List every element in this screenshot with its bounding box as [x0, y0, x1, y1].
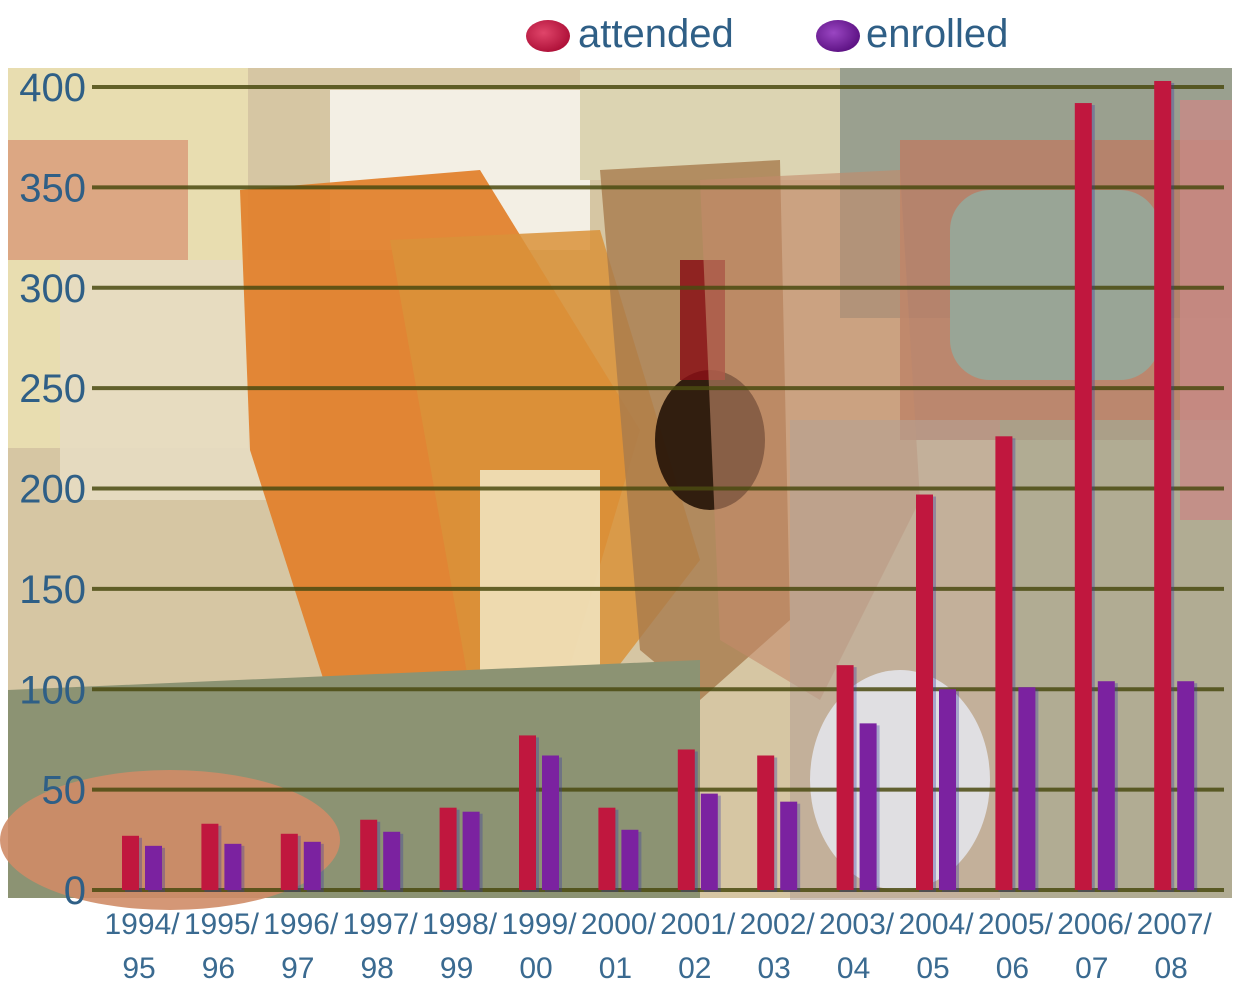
- y-tick-label: 100: [19, 668, 86, 712]
- bar-enrolled: [1097, 681, 1115, 890]
- legend-item-attended: attended: [526, 12, 734, 56]
- legend-item-enrolled: enrolled: [816, 12, 1008, 56]
- x-tick-label-line2: 95: [122, 952, 155, 985]
- x-tick-label-line1: 1998/: [422, 908, 498, 941]
- y-tick-label: 50: [42, 769, 87, 813]
- legend-swatch-enrolled: [816, 20, 860, 52]
- bar-enrolled: [303, 841, 321, 890]
- x-tick-label-line2: 06: [996, 952, 1029, 985]
- bar-attended: [201, 823, 219, 890]
- y-tick-label: 350: [19, 166, 86, 210]
- x-tick-label-line1: 2007/: [1137, 908, 1213, 941]
- bar-enrolled: [939, 689, 956, 890]
- legend: attended enrolled: [526, 12, 1008, 56]
- y-tick-label: 200: [19, 468, 86, 512]
- x-tick-label-line2: 05: [916, 952, 949, 985]
- y-axis-tick-labels: 0 50 100 150 200 250 300 350 400: [19, 66, 86, 913]
- bar-attended: [836, 665, 854, 890]
- x-tick-label-line1: 1997/: [343, 908, 419, 941]
- bar-attended: [677, 749, 695, 890]
- x-tick-label-line2: 99: [440, 952, 473, 985]
- bar-attended: [598, 807, 616, 890]
- x-tick-label-line1: 1999/: [501, 908, 577, 941]
- bar-enrolled: [145, 845, 162, 890]
- legend-swatch-attended: [526, 20, 570, 52]
- x-tick-label-line2: 01: [599, 952, 632, 985]
- bar-attended: [916, 494, 933, 890]
- bar-attended: [519, 735, 536, 890]
- y-tick-label: 250: [19, 367, 86, 411]
- y-tick-label: 300: [19, 267, 86, 311]
- x-tick-label-line2: 08: [1155, 952, 1188, 985]
- bar-attended: [995, 436, 1013, 890]
- x-tick-label-line2: 96: [202, 952, 235, 985]
- bar-enrolled: [621, 829, 639, 890]
- legend-label-attended: attended: [578, 12, 734, 56]
- x-tick-label-line1: 2001/: [660, 908, 736, 941]
- bar-attended: [360, 819, 378, 890]
- bar-enrolled: [462, 811, 480, 890]
- x-tick-label-line1: 2003/: [819, 908, 895, 941]
- bar-enrolled: [859, 723, 877, 890]
- x-tick-label-line1: 2006/: [1057, 908, 1133, 941]
- bar-attended: [757, 755, 775, 890]
- x-tick-label-line1: 1995/: [184, 908, 260, 941]
- bar-attended: [280, 833, 298, 890]
- x-tick-label-line1: 2000/: [581, 908, 657, 941]
- bar-attended: [439, 807, 457, 890]
- x-tick-label-line2: 04: [837, 952, 870, 985]
- x-tick-label-line1: 2002/: [740, 908, 816, 941]
- bar-enrolled: [1177, 681, 1195, 890]
- x-tick-label-line1: 2005/: [978, 908, 1054, 941]
- legend-label-enrolled: enrolled: [866, 12, 1008, 56]
- x-tick-label-line1: 1996/: [263, 908, 339, 941]
- x-tick-label-line1: 2004/: [898, 908, 974, 941]
- x-tick-label-line2: 97: [281, 952, 314, 985]
- bar-enrolled: [700, 793, 718, 890]
- bar-enrolled: [542, 755, 559, 890]
- x-tick-label-line2: 07: [1075, 952, 1108, 985]
- y-tick-label: 400: [19, 66, 86, 110]
- bar-attended: [1154, 80, 1172, 891]
- bar-enrolled: [224, 843, 242, 890]
- bar-enrolled: [780, 801, 798, 890]
- x-tick-label-line2: 98: [361, 952, 394, 985]
- y-tick-label: 150: [19, 568, 86, 612]
- y-tick-label: 0: [64, 869, 86, 913]
- x-tick-label-line1: 1994/: [104, 908, 180, 941]
- bar-attended: [1074, 103, 1092, 890]
- bar-enrolled: [383, 831, 401, 890]
- bar-enrolled: [1018, 687, 1036, 890]
- x-tick-label-line2: 00: [519, 952, 552, 985]
- x-tick-label-line2: 03: [758, 952, 791, 985]
- bar-attended: [122, 835, 139, 890]
- x-tick-label-line2: 02: [678, 952, 711, 985]
- bars: [122, 80, 1198, 893]
- x-axis-tick-labels: 1994/95 1995/96 1996/97 1997/98 1998/99 1999/…: [104, 908, 1212, 985]
